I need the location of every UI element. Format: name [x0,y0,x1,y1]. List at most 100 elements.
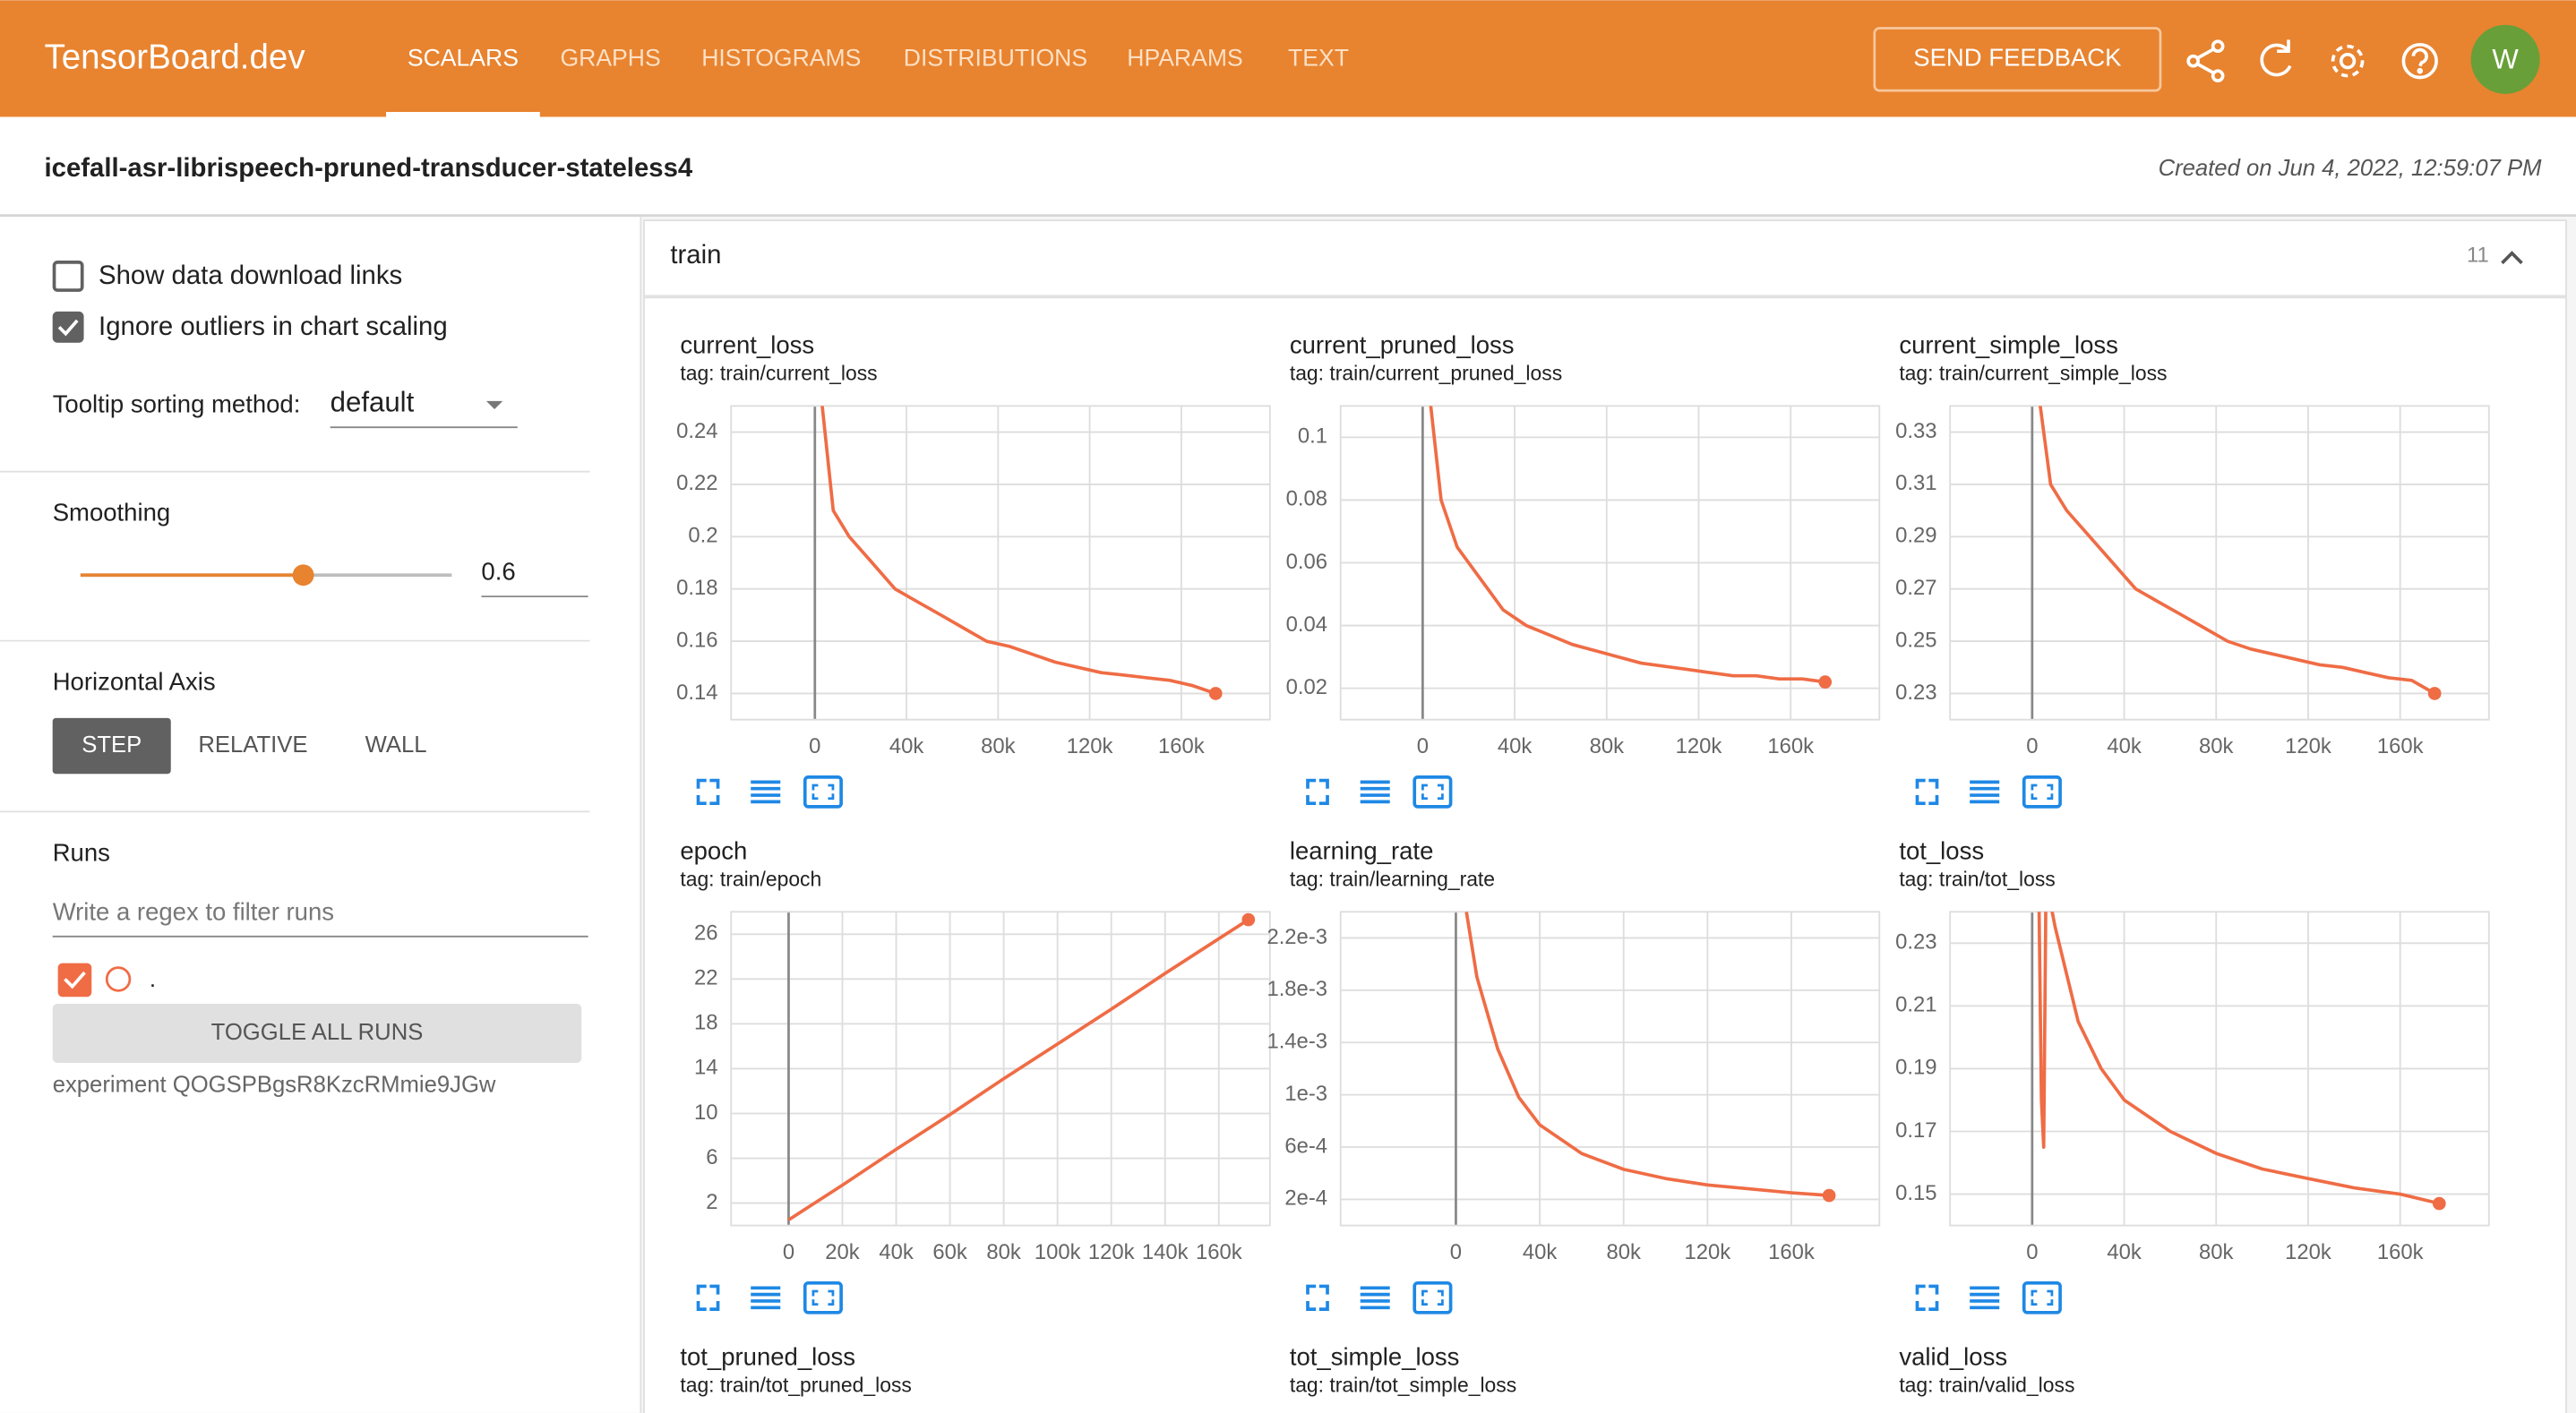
brand[interactable]: TensorBoard.dev [45,39,306,77]
legend-icon[interactable] [1970,1286,2000,1310]
fit-icon[interactable] [1413,1280,1453,1315]
group-header[interactable] [643,219,2567,297]
x-tick-label: 80k [986,1240,1021,1264]
experiment-id: experiment QOGSPBgsR8KzcRMmie9JGw [53,1072,496,1097]
fit-icon[interactable] [1413,775,1453,809]
group-name: train [670,240,721,270]
fit-icon-corners[interactable] [1421,784,1444,801]
axis-label: Horizontal Axis [53,668,216,696]
y-tick-label: 0.23 [1895,930,1936,955]
refresh-icon[interactable] [2260,39,2292,77]
y-tick-label: 0.21 [1895,993,1936,1017]
series-line [2037,912,2440,1205]
fit-icon[interactable] [803,775,843,809]
feedback-button[interactable] [1873,27,2162,92]
fullscreen-icon[interactable] [1306,1284,1329,1311]
fullscreen-icon[interactable] [696,778,720,806]
x-tick-label: 0 [2026,734,2038,758]
smoothing-label: Smoothing [53,499,170,527]
last-point [1822,1188,1836,1203]
smoothing-value[interactable]: 0.6 [481,558,515,586]
checkmark [64,971,86,989]
checkbox[interactable] [52,261,84,292]
nav-tab[interactable]: GRAPHS [560,44,660,71]
chart-toolbar [696,775,843,809]
fullscreen-icon[interactable] [696,1284,720,1311]
runs-filter[interactable]: Write a regex to filter runs [53,897,334,925]
y-tick-label: 0.2 [688,524,717,548]
tooltip-select[interactable]: default [331,387,415,418]
chart-tag: tag: train/tot_loss [1899,867,2055,890]
legend-icon[interactable] [1360,1286,1390,1310]
fit-icon[interactable] [2022,775,2062,809]
plot-frame [1949,911,2490,1227]
last-point [1818,675,1833,689]
help-icon[interactable] [2401,42,2438,80]
collapse-icon[interactable] [2501,251,2523,265]
y-tick-label: 0.15 [1895,1181,1936,1205]
axis-option[interactable]: RELATIVE [198,732,307,758]
axis-option[interactable]: WALL [365,732,427,758]
x-tick-label: 140k [1142,1240,1189,1264]
x-tick-label: 160k [1767,734,1814,758]
chart-tag: tag: train/tot_simple_loss [1290,1373,1516,1396]
axis-option[interactable]: STEP [82,732,142,758]
checkbox[interactable] [52,311,84,343]
y-tick-label: 6e-4 [1284,1134,1327,1158]
fit-icon[interactable] [2022,1280,2062,1315]
axis-button-selected[interactable] [52,717,171,775]
share-icon[interactable] [2186,39,2225,83]
fit-icon[interactable] [803,1280,843,1315]
chart-title: tot_pruned_loss [680,1342,855,1370]
checkbox-label: Show data download links [99,261,402,290]
y-tick-label: 0.08 [1286,487,1327,511]
legend-icon[interactable] [751,1286,781,1310]
feedback-label[interactable]: SEND FEEDBACK [1913,44,2122,72]
run-color[interactable] [105,966,132,992]
fit-icon-corners[interactable] [2031,1289,2054,1306]
chart-title: valid_loss [1899,1342,2007,1370]
legend-icon[interactable] [751,780,781,804]
x-tick-label: 40k [879,1240,914,1264]
toggle-button[interactable] [52,1003,582,1064]
y-tick-label: 0.18 [676,576,717,600]
x-tick-label: 100k [1035,1240,1081,1264]
y-tick-label: 6 [706,1145,717,1169]
nav-tab[interactable]: TEXT [1288,44,1349,71]
fullscreen-icon[interactable] [1306,778,1329,806]
fullscreen-icon[interactable] [1915,778,1939,806]
fullscreen-icon[interactable] [1915,1284,1939,1311]
y-tick-label: 0.06 [1286,550,1327,574]
fit-icon-corners[interactable] [811,1289,835,1306]
x-tick-label: 80k [2199,1240,2234,1264]
x-tick-label: 160k [2377,1240,2424,1264]
fit-icon-corners[interactable] [1421,1289,1444,1306]
run-checkbox[interactable] [57,963,92,998]
last-point [2432,1196,2446,1211]
y-tick-label: 0.19 [1895,1056,1936,1080]
legend-icon[interactable] [1970,780,2000,804]
chart-title: learning_rate [1290,837,1434,865]
legend-icon[interactable] [1360,780,1390,804]
nav-tab[interactable]: HISTOGRAMS [701,44,861,71]
nav-tab[interactable]: HPARAMS [1127,44,1242,71]
x-tick-label: 80k [1590,734,1625,758]
last-point [2427,687,2442,700]
fit-icon-corners[interactable] [811,784,835,801]
x-tick-label: 40k [889,734,924,758]
nav-tab[interactable]: SCALARS [408,44,519,71]
group-body [643,296,2567,1413]
x-tick-label: 160k [1196,1240,1242,1264]
slider-thumb[interactable] [292,564,314,587]
y-tick-label: 18 [694,1011,718,1035]
chart-title: tot_simple_loss [1290,1342,1460,1370]
avatar[interactable] [2470,24,2540,94]
toggle-label[interactable]: TOGGLE ALL RUNS [211,1020,424,1045]
avatar-letter[interactable]: W [2492,43,2519,74]
settings-icon[interactable] [2331,44,2365,78]
chart-toolbar [1306,1280,1453,1315]
fit-icon-corners[interactable] [2031,784,2054,801]
x-tick-label: 120k [2285,734,2331,758]
nav-tab[interactable]: DISTRIBUTIONS [904,44,1087,71]
dropdown-arrow[interactable] [485,400,503,410]
